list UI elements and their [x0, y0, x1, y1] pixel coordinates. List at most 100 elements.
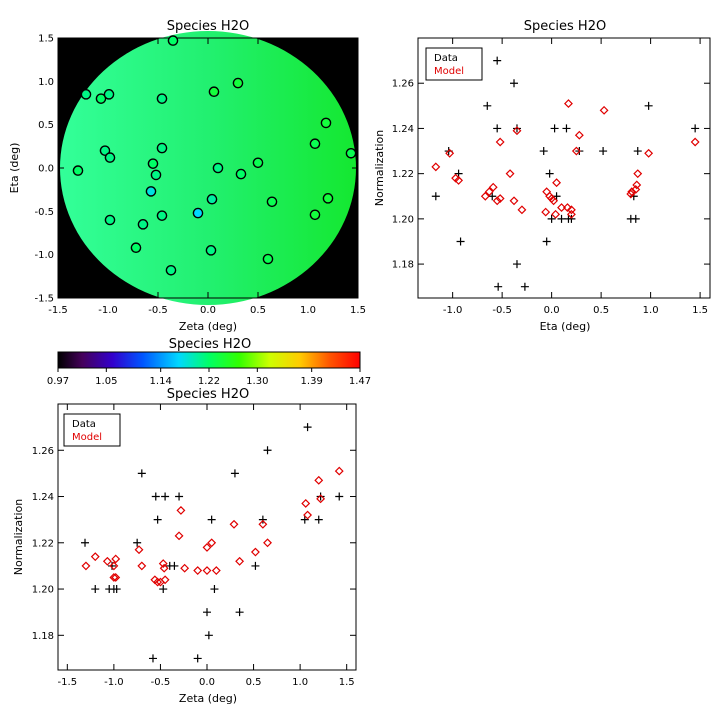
eta-y-tick-label: 1.22	[392, 169, 414, 180]
map-point	[80, 89, 92, 100]
eta-data-point	[691, 124, 700, 133]
eta-x-tick-label: 1.0	[643, 305, 659, 316]
colorbar-gradient	[57, 351, 361, 369]
map-x-tick-label: -0.5	[148, 305, 168, 316]
zeta-chart-title: Species H2O	[167, 387, 249, 402]
sky-map-panel: Species H2O -1.5 -1.0 -0.5 0.0 0.5 1.0 1.5 -1.…	[8, 19, 366, 333]
eta-model-point	[563, 203, 572, 213]
map-point	[167, 35, 179, 46]
map-x-tick-label: 1.5	[350, 305, 366, 316]
eta-model-point	[495, 194, 505, 203]
eta-model-point	[509, 196, 519, 206]
eta-x-tick-label: -1.0	[443, 305, 463, 316]
zeta-data-point	[300, 515, 309, 524]
map-point	[320, 117, 332, 129]
map-point	[104, 214, 116, 226]
eta-model-point	[626, 189, 636, 199]
map-point	[137, 219, 149, 230]
zeta-y-tick-label: 1.18	[32, 631, 54, 642]
zeta-data-point	[316, 492, 325, 501]
map-point	[208, 86, 220, 98]
eta-data-point	[510, 79, 519, 88]
eta-model-point	[564, 99, 573, 109]
zeta-data-point	[133, 538, 142, 547]
eta-y-tick-label: 1.18	[392, 260, 414, 271]
eta-model-point	[551, 209, 561, 219]
eta-y-ticks: 1.18 1.20 1.22 1.24 1.26	[392, 79, 710, 271]
eta-data-point	[633, 147, 642, 156]
map-point	[156, 93, 168, 104]
eta-data-point	[539, 147, 548, 156]
eta-legend-box	[425, 47, 483, 81]
zeta-model-point	[202, 542, 212, 552]
zeta-model-point	[193, 566, 203, 575]
colorbar-ticks: 0.97 1.05 1.14 1.22 1.30 1.39 1.47	[47, 368, 371, 387]
zeta-data-point	[161, 492, 170, 501]
zeta-data-point	[204, 631, 213, 640]
eta-data-point	[557, 214, 566, 223]
map-y-tick-label: 0.5	[38, 120, 54, 131]
zeta-y-tick-label: 1.20	[32, 585, 54, 596]
zeta-data-point	[112, 585, 121, 594]
eta-x-ticks: -1.0 -0.5 0.0 0.5 1.0 1.5	[443, 38, 708, 316]
map-x-tick-label: 0.5	[250, 305, 266, 316]
eta-legend: Data Model	[425, 47, 483, 81]
map-point	[235, 168, 247, 180]
map-y-tick-label: 0.0	[38, 164, 54, 175]
eta-model-point	[633, 169, 643, 179]
map-x-tick-label: 1.0	[300, 305, 316, 316]
eta-points	[431, 56, 700, 291]
eta-data-point	[644, 101, 653, 110]
eta-model-point	[552, 178, 562, 188]
zeta-x-tick-label: 1.0	[292, 677, 308, 688]
eta-data-point	[483, 101, 492, 110]
eta-data-point	[631, 214, 640, 223]
map-y-tick-label: 1.5	[38, 34, 54, 45]
zeta-y-ticks: 1.18 1.20 1.22 1.24 1.26	[32, 446, 356, 642]
colorbar-tick-label: 1.14	[150, 376, 172, 387]
eta-y-tick-label: 1.24	[392, 124, 414, 135]
eta-model-point	[566, 209, 576, 219]
map-point	[145, 186, 157, 197]
zeta-model-point	[314, 475, 324, 485]
map-y-tick-label: -0.5	[34, 207, 54, 218]
zeta-model-point	[303, 510, 313, 520]
zeta-data-point	[235, 608, 244, 617]
map-x-label: Zeta (deg)	[179, 320, 237, 333]
zeta-y-tick-label: 1.22	[32, 538, 54, 549]
eta-model-point	[571, 146, 581, 156]
eta-model-point	[690, 137, 700, 147]
zeta-model-point	[202, 566, 212, 575]
map-point	[130, 242, 142, 254]
eta-x-tick-label: -0.5	[492, 305, 512, 316]
eta-x-tick-label: 0.0	[544, 305, 560, 316]
zeta-data-point	[81, 538, 90, 547]
zeta-legend: Data Model	[63, 413, 121, 447]
eta-chart-title: Species H2O	[524, 19, 606, 34]
map-point	[156, 142, 168, 154]
zeta-data-point	[303, 423, 312, 432]
zeta-x-label: Zeta (deg)	[179, 692, 237, 705]
zeta-data-point	[203, 608, 211, 617]
zeta-x-tick-label: 0.5	[246, 677, 262, 688]
zeta-model-point	[250, 547, 260, 557]
zeta-x-tick-label: -1.0	[104, 677, 124, 688]
eta-model-point	[512, 126, 522, 136]
eta-model-point	[631, 185, 641, 194]
eta-model-point	[495, 137, 505, 147]
map-point	[252, 157, 264, 169]
colorbar-tick-label: 1.47	[349, 376, 371, 387]
zeta-data-point	[207, 515, 216, 524]
map-point	[205, 245, 217, 256]
map-y-tick-label: 1.0	[38, 77, 54, 88]
zeta-data-point	[108, 561, 117, 570]
map-point	[104, 152, 116, 163]
map-y-label: Eta (deg)	[8, 143, 21, 194]
eta-data-point	[550, 124, 559, 133]
zeta-data-point	[230, 469, 239, 478]
eta-data-point	[512, 124, 521, 133]
map-field-disk	[60, 31, 356, 305]
map-point	[156, 210, 168, 221]
zeta-model-point	[174, 531, 184, 541]
